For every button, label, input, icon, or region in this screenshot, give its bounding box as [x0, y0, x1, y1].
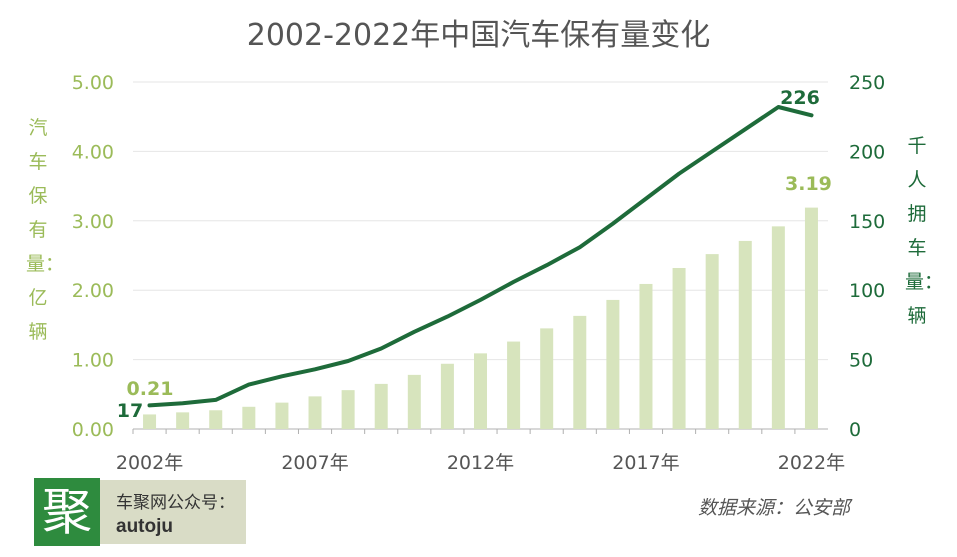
x-tick-label: 2007年: [281, 452, 348, 474]
y-right-tick-label: 50: [849, 350, 873, 372]
logo-text-line2: autoju: [116, 516, 173, 537]
y-left-tick-label: 1.00: [72, 350, 114, 372]
y-left-tick-label: 3.00: [72, 211, 114, 233]
logo-text-line1: 车聚网公众号：: [116, 493, 235, 513]
bar: [374, 383, 388, 429]
bar: [407, 374, 421, 429]
x-tick-label: 2017年: [612, 452, 679, 474]
bar-last-value-label: 3.19: [785, 173, 832, 195]
y-left-tick-label: 0.00: [72, 419, 114, 441]
bar: [242, 406, 256, 429]
line-first-value-label: 17: [117, 400, 143, 422]
x-tick-label: 2022年: [778, 452, 845, 474]
y-axis-right-label: 千人拥车量：辆: [905, 135, 944, 327]
bar: [176, 412, 190, 429]
y-right-tick-label: 150: [849, 211, 885, 233]
bar: [209, 410, 223, 429]
bar-first-value-label: 0.21: [127, 378, 174, 400]
logo: 聚 车聚网公众号： autoju: [34, 478, 246, 546]
bar: [738, 240, 752, 429]
bar: [705, 254, 719, 429]
source-note: 数据来源：公安部: [698, 497, 851, 519]
chart-title: 2002-2022年中国汽车保有量变化: [246, 18, 711, 53]
bar: [771, 226, 785, 429]
bar: [341, 390, 355, 429]
y-left-tick-label: 5.00: [72, 72, 114, 94]
bar: [275, 402, 289, 429]
bar: [804, 207, 818, 429]
bar: [507, 341, 521, 429]
x-tick-label: 2002年: [116, 452, 183, 474]
y-right-tick-label: 100: [849, 280, 885, 302]
y-left-tick-label: 2.00: [72, 280, 114, 302]
logo-glyph: 聚: [34, 478, 100, 546]
bar: [540, 328, 554, 429]
bar: [639, 283, 653, 429]
bar: [573, 315, 587, 429]
y-right-tick-label: 0: [849, 419, 861, 441]
line-last-value-label: 226: [780, 87, 820, 109]
y-right-tick-label: 200: [849, 141, 885, 163]
line-series-per-thousand: [147, 105, 814, 408]
bar: [672, 267, 686, 429]
bar: [474, 353, 487, 429]
y-left-tick-label: 4.00: [72, 141, 114, 163]
x-tick-label: 2012年: [447, 452, 514, 474]
y-axis-left-label: 汽车保有量：亿辆: [26, 117, 65, 343]
logo-panel: [100, 480, 246, 544]
bar: [143, 414, 157, 429]
bar: [606, 299, 620, 429]
bar: [308, 396, 322, 429]
bar: [440, 363, 454, 429]
y-right-tick-label: 250: [849, 72, 885, 94]
